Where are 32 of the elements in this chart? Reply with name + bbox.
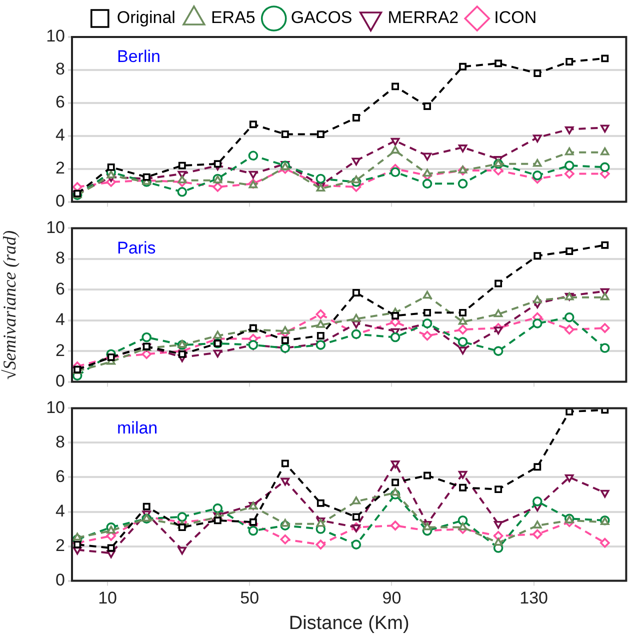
legend-label: ERA5: [210, 8, 256, 28]
y-tick-label: 0: [56, 371, 65, 390]
y-tick-label: 4: [56, 310, 65, 330]
y-tick-label: 2: [56, 340, 65, 360]
x-tick-label: 50: [240, 588, 260, 608]
y-tick-label: 10: [46, 26, 65, 46]
x-tick-label: 130: [520, 588, 548, 608]
legend-label: MERRA2: [388, 8, 459, 28]
y-axis-title: √Semivariance (rad): [0, 230, 20, 380]
text: Berlin: [117, 47, 160, 66]
y-tick-label: 10: [46, 398, 65, 417]
legend-label: GACOS: [290, 8, 352, 28]
y-tick-label: 0: [56, 570, 65, 590]
y-tick-label: 8: [56, 248, 65, 268]
y-tick-label: 2: [56, 158, 65, 178]
legend-label: ICON: [494, 8, 537, 28]
legend-label: Original: [116, 8, 176, 28]
y-tick-label: 4: [56, 501, 65, 520]
x-axis-title: Distance (Km): [288, 612, 410, 634]
y-tick-label: 6: [56, 92, 65, 112]
text: Paris: [117, 238, 156, 258]
y-tick-label: 10: [46, 218, 65, 237]
text: milan: [117, 418, 158, 438]
y-tick-label: 8: [56, 432, 65, 452]
x-tick-label: 90: [382, 588, 402, 608]
y-tick-label: 6: [56, 466, 65, 486]
y-tick-label: 2: [56, 536, 65, 555]
y-tick-label: 6: [56, 279, 65, 298]
x-tick-label: 10: [98, 588, 117, 608]
y-tick-label: 8: [56, 60, 65, 79]
y-tick-label: 0: [56, 191, 65, 210]
y-tick-label: 4: [56, 126, 65, 145]
